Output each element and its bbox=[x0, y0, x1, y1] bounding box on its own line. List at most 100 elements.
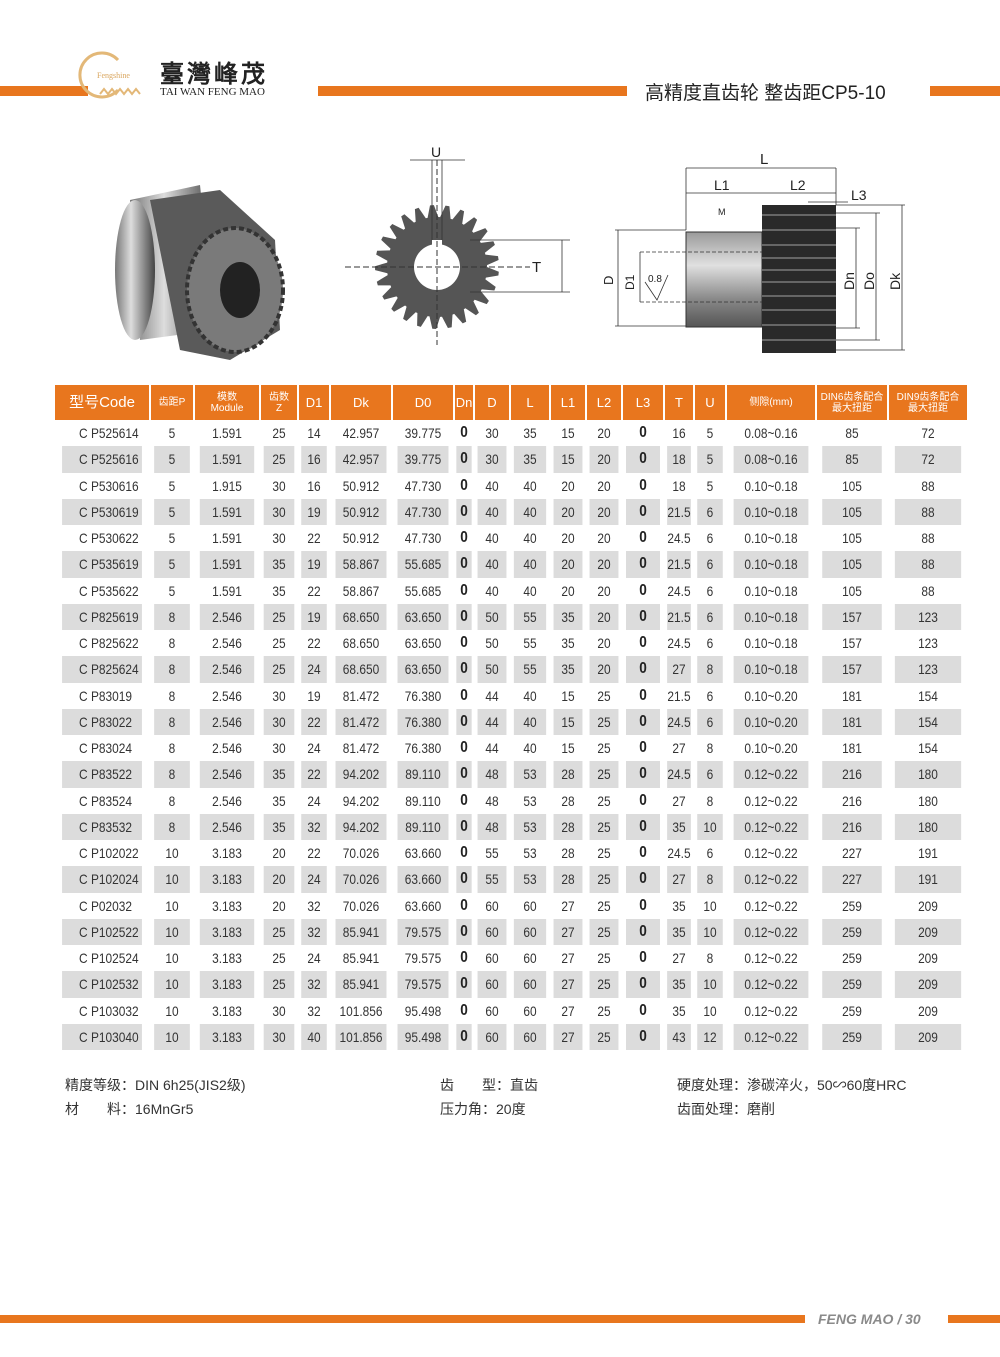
dim-l1-label: L1 bbox=[714, 177, 730, 193]
table-cell: 191 bbox=[894, 866, 962, 893]
table-cell: 20 bbox=[272, 845, 286, 862]
table-cell: 60 bbox=[485, 950, 499, 967]
table-cell: 30 bbox=[272, 687, 286, 704]
table-cell: 123 bbox=[894, 656, 962, 683]
table-cell: 1.591 bbox=[212, 530, 242, 547]
table-cell: 68.650 bbox=[335, 603, 387, 630]
table-cell: 85 bbox=[822, 446, 882, 473]
logo-rack bbox=[99, 87, 141, 96]
table-cell: 0.12~0.22 bbox=[744, 792, 798, 809]
table-cell: 70.026 bbox=[335, 866, 387, 893]
table-cell: 227 bbox=[822, 866, 882, 893]
table-cell: 22 bbox=[307, 845, 321, 862]
table-cell: 2.546 bbox=[199, 813, 255, 840]
table-cell: 35 bbox=[667, 813, 691, 840]
table-cell: 0 bbox=[639, 581, 647, 599]
column-header: 型号Code bbox=[55, 385, 149, 420]
table-cell: 5 bbox=[706, 477, 714, 494]
dim-d-label: D bbox=[601, 276, 616, 285]
table-cell: 3.183 bbox=[199, 918, 255, 945]
column-header-label: L1 bbox=[560, 395, 576, 410]
column-header-label: Dn bbox=[455, 395, 473, 410]
table-cell: 24.5 bbox=[667, 582, 691, 599]
table-cell: 89.110 bbox=[397, 813, 449, 840]
table-cell: 24 bbox=[307, 740, 321, 757]
model-code-cell: C P83524 bbox=[79, 792, 132, 809]
column-header-label: D0 bbox=[414, 395, 432, 410]
table-row: C P825624 8 2.546 25 24 68.650 63.650 0 50 55 35 20… bbox=[55, 656, 967, 683]
table-cell: 20 bbox=[589, 656, 619, 683]
table-cell: 3.183 bbox=[212, 1002, 242, 1019]
table-cell: 154 bbox=[918, 687, 938, 704]
table-cell: 0 bbox=[460, 581, 468, 599]
table-cell: 2.546 bbox=[199, 656, 255, 683]
table-cell: 259 bbox=[822, 918, 882, 945]
model-code-cell: C P102022 bbox=[79, 845, 139, 862]
dim-l-label: L bbox=[760, 151, 768, 168]
table-cell: 0 bbox=[626, 918, 660, 945]
table-cell: 47.730 bbox=[404, 477, 442, 494]
column-header-sublabel: 最大扭距 bbox=[832, 402, 872, 414]
table-cell: 6 bbox=[697, 761, 723, 788]
dim-d1-label: D1 bbox=[623, 274, 637, 290]
model-code-cell: C P02032 bbox=[79, 897, 132, 914]
roughness-label: 0.8 bbox=[648, 274, 662, 285]
table-cell: 25 bbox=[597, 792, 611, 809]
table-cell: 55 bbox=[513, 603, 547, 630]
table-cell: 40 bbox=[523, 582, 537, 599]
table-cell: 25 bbox=[589, 918, 619, 945]
table-cell: 85.941 bbox=[342, 950, 380, 967]
dim-dk-label: Dk bbox=[887, 272, 903, 290]
table-row: C P102024 10 3.183 20 24 70.026 63.660 0 55 53 28 2… bbox=[55, 866, 967, 893]
table-cell: 27 bbox=[672, 950, 686, 967]
column-header-sublabel: Z bbox=[275, 402, 283, 414]
table-cell: 259 bbox=[822, 971, 882, 998]
table-cell: 15 bbox=[561, 687, 575, 704]
model-code-cell: C P525614 bbox=[79, 425, 139, 442]
table-body: C P525614 5 1.591 25 14 42.957 39.775 0 30 35 15 20… bbox=[55, 420, 967, 1050]
table-cell: 191 bbox=[918, 845, 938, 862]
table-cell: 19 bbox=[301, 603, 327, 630]
model-code-cell: C P83532 bbox=[62, 813, 142, 840]
table-cell: 70.026 bbox=[342, 897, 380, 914]
table-cell: 3.183 bbox=[212, 950, 242, 967]
column-header: L bbox=[511, 385, 549, 420]
table-cell: 6 bbox=[706, 845, 714, 862]
table-cell: 0 bbox=[639, 896, 647, 914]
model-code-cell: C P83022 bbox=[62, 708, 142, 735]
table-cell: 88 bbox=[921, 582, 935, 599]
table-cell: 5 bbox=[168, 477, 176, 494]
table-cell: 0.12~0.22 bbox=[744, 897, 798, 914]
table-cell: 25 bbox=[263, 603, 295, 630]
table-cell: 18 bbox=[667, 446, 691, 473]
table-cell: 0.12~0.22 bbox=[744, 950, 798, 967]
table-cell: 2.546 bbox=[199, 761, 255, 788]
table-cell: 81.472 bbox=[342, 687, 380, 704]
table-cell: 30 bbox=[263, 498, 295, 525]
table-cell: 72 bbox=[894, 446, 962, 473]
table-cell: 8 bbox=[154, 708, 190, 735]
table-cell: 5 bbox=[154, 551, 190, 578]
table-cell: 15 bbox=[561, 740, 575, 757]
table-cell: 0.12~0.22 bbox=[744, 845, 798, 862]
table-row: C P103032 10 3.183 30 32 101.856 95.498 0 60 60 27… bbox=[55, 998, 967, 1024]
table-cell: 154 bbox=[918, 740, 938, 757]
table-cell: 0.12~0.22 bbox=[744, 1002, 798, 1019]
table-cell: 22 bbox=[307, 635, 321, 652]
table-cell: 12 bbox=[697, 1023, 723, 1050]
table-cell: 88 bbox=[921, 530, 935, 547]
table-cell: 8 bbox=[706, 950, 714, 967]
column-header: Dn bbox=[455, 385, 473, 420]
table-cell: 0.10~0.20 bbox=[744, 687, 798, 704]
table-cell: 30 bbox=[272, 477, 286, 494]
table-cell: 47.730 bbox=[404, 530, 442, 547]
table-cell: 181 bbox=[842, 687, 862, 704]
table-cell: 32 bbox=[301, 918, 327, 945]
table-cell: 40 bbox=[523, 477, 537, 494]
dim-m-label: M bbox=[718, 207, 726, 217]
table-cell: 0 bbox=[460, 896, 468, 914]
table-cell: 0 bbox=[460, 791, 468, 809]
table-cell: 10 bbox=[165, 950, 179, 967]
table-cell: 227 bbox=[842, 845, 862, 862]
